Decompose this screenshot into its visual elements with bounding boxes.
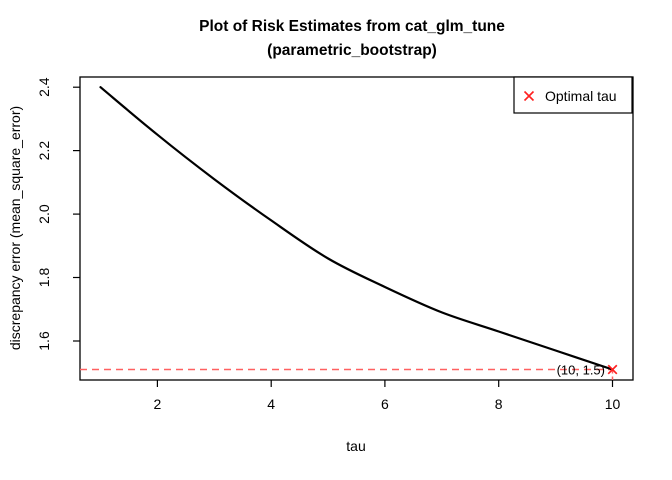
legend: Optimal tau <box>513 76 633 114</box>
legend-entry-label: Optimal tau <box>545 88 617 104</box>
risk-curve <box>99 86 614 371</box>
x-tick-label: 6 <box>381 396 389 412</box>
optimal-point-annotation: (10, 1.5) <box>557 363 605 378</box>
curve-layer <box>80 86 618 380</box>
y-tick-label: 1.8 <box>36 268 52 288</box>
axes-layer: 2 4 6 8 10 1.6 1.8 2.0 2.2 2.4 <box>36 77 620 412</box>
x-tick-label: 10 <box>605 396 621 412</box>
legend-x-marker-icon <box>523 90 535 102</box>
x-tick-label: 8 <box>495 396 503 412</box>
y-axis-title: discrepancy error (mean_square_error) <box>7 106 23 350</box>
x-axis-title: tau <box>346 438 365 454</box>
plot-border <box>79 76 634 381</box>
legend-box <box>513 76 633 114</box>
y-tick-label: 2.2 <box>36 141 52 161</box>
y-tick-label: 1.6 <box>36 331 52 351</box>
x-tick-label: 2 <box>154 396 162 412</box>
x-tick-label: 4 <box>267 396 275 412</box>
y-tick-label: 2.0 <box>36 204 52 224</box>
chart-title-line2: (parametric_bootstrap) <box>267 42 437 59</box>
chart-title-line1: Plot of Risk Estimates from cat_glm_tune <box>199 18 505 35</box>
y-tick-label: 2.4 <box>36 77 52 97</box>
optimal-point-marker <box>607 364 618 375</box>
